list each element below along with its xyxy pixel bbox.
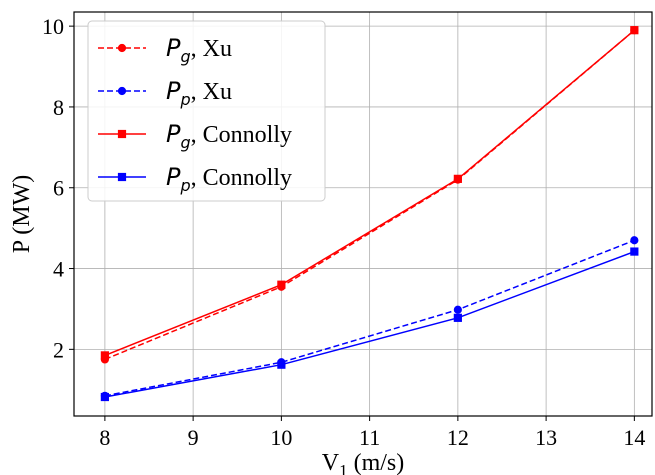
legend: Pg, Xu Pp, Xu Pg, Connolly Pp, Connolly xyxy=(87,20,326,202)
data-point xyxy=(630,236,639,245)
data-point xyxy=(630,247,639,256)
plot-frame xyxy=(73,11,653,417)
data-point xyxy=(100,351,109,360)
x-axis-label-unit: (m/s) xyxy=(348,450,405,475)
legend-item-1: Pp, Xu xyxy=(98,77,232,109)
y-tick-label: 6 xyxy=(53,176,64,201)
y-tick-label: 10 xyxy=(42,14,64,39)
x-axis-label: V1 (m/s) xyxy=(322,450,405,475)
legend-label: Pg, Connolly xyxy=(166,120,292,152)
data-point xyxy=(630,26,639,35)
y-tick-label: 2 xyxy=(53,337,64,362)
x-axis-label-var: V xyxy=(322,450,340,475)
data-point xyxy=(277,360,286,369)
legend-box xyxy=(87,20,326,202)
series-layer xyxy=(100,26,639,402)
series-line xyxy=(104,250,635,398)
x-tick-label: 11 xyxy=(359,425,380,450)
data-point xyxy=(453,305,462,314)
x-tick-label: 14 xyxy=(623,425,645,450)
series-2 xyxy=(100,26,639,360)
series-line xyxy=(104,239,635,397)
legend-label: Pp, Xu xyxy=(166,77,232,109)
x-axis-label-sub: 1 xyxy=(339,461,348,475)
series-3 xyxy=(100,247,639,402)
axis-ticks: 8 9 10 11 12 13 14 2 4 6 8 10 xyxy=(42,14,645,450)
legend-item-3: Pp, Connolly xyxy=(98,163,292,195)
legend-label: Pg, Xu xyxy=(166,34,232,66)
x-tick-label: 12 xyxy=(447,425,469,450)
x-tick-label: 13 xyxy=(535,425,557,450)
data-point xyxy=(453,313,462,322)
data-point xyxy=(100,392,109,402)
x-tick-label: 10 xyxy=(270,425,292,450)
x-tick-label: 9 xyxy=(188,425,199,450)
legend-item-0: Pg, Xu xyxy=(98,34,232,66)
y-tick-label: 8 xyxy=(53,95,64,120)
y-tick-label: 4 xyxy=(53,257,64,282)
series-line xyxy=(104,29,635,357)
legend-marker xyxy=(117,86,127,96)
legend-marker xyxy=(117,43,127,53)
legend-item-2: Pg, Connolly xyxy=(98,120,292,152)
data-point xyxy=(453,174,462,183)
series-line xyxy=(104,29,635,361)
legend-marker xyxy=(117,172,127,182)
legend-marker xyxy=(117,129,127,139)
legend-label: Pp, Connolly xyxy=(166,163,292,195)
x-tick-label: 8 xyxy=(99,425,110,450)
y-axis-label: P (MW) xyxy=(9,175,35,253)
data-point xyxy=(277,280,286,289)
